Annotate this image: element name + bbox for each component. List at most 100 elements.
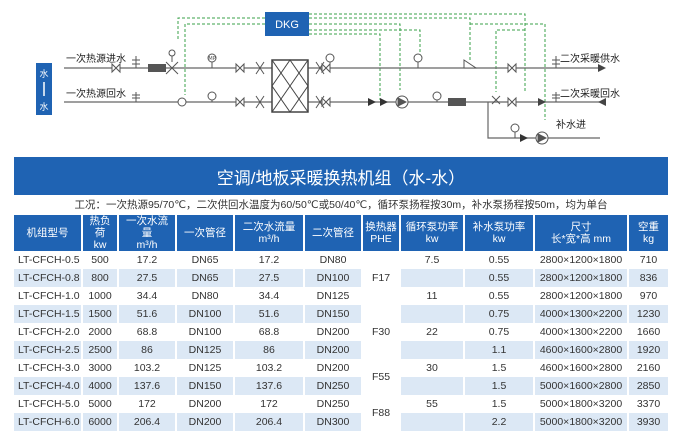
- cell-weight: 2160: [627, 359, 668, 377]
- cell-primary-flow: 86: [117, 341, 176, 359]
- cell-primary-pipe: DN65: [175, 269, 234, 287]
- cell-secondary-pipe: DN80: [303, 251, 362, 269]
- cell-secondary-flow: 27.5: [233, 269, 304, 287]
- cell-heat-load: 1000: [81, 287, 118, 305]
- header-dimensions: 尺寸 长*宽*高 mm: [533, 215, 628, 251]
- cell-primary-pipe: DN80: [175, 287, 234, 305]
- pressure-gauge-icon: [207, 53, 520, 138]
- header-model: 机组型号: [14, 215, 82, 251]
- cell-makeup-pump: 0.55: [463, 251, 534, 269]
- cell-model: LT-CFCH-6.0: [14, 413, 82, 431]
- cell-dimensions: 5000×1800×3200: [533, 413, 628, 431]
- cell-makeup-pump: 2.2: [463, 413, 534, 431]
- operating-conditions: 工况：一次热源95/70℃，二次供回水温度为60/50℃或50/40℃，循环泵扬…: [74, 199, 608, 211]
- cell-weight: 2850: [627, 377, 668, 395]
- cell-primary-pipe: DN200: [175, 413, 234, 431]
- header-weight: 空重 kg: [627, 215, 668, 251]
- cell-heat-load: 500: [81, 251, 118, 269]
- cell-exchanger: F17: [361, 251, 400, 305]
- cell-heat-load: 1500: [81, 305, 118, 323]
- cell-exchanger: F88: [361, 395, 400, 431]
- cell-model: LT-CFCH-4.0: [14, 377, 82, 395]
- header-secondary-pipe: 二次管径: [303, 215, 362, 251]
- cell-primary-flow: 34.4: [117, 287, 176, 305]
- cell-primary-flow: 103.2: [117, 359, 176, 377]
- cell-makeup-pump: 0.55: [463, 269, 534, 287]
- product-title-banner: 空调/地板采暖换热机组（水-水）: [14, 157, 668, 195]
- cell-makeup-pump: 0.75: [463, 323, 534, 341]
- cell-primary-pipe: DN100: [175, 323, 234, 341]
- table-row: LT-CFCH-6.0 6000 206.4 DN200 206.4 DN300…: [14, 413, 668, 431]
- cell-exchanger: F55: [361, 359, 400, 395]
- cell-circulation-pump: 22: [399, 323, 464, 341]
- header-primary-pipe: 一次管径: [175, 215, 234, 251]
- gauge-label: MP: [208, 56, 215, 62]
- header-heat-load: 热负荷 kw: [81, 215, 118, 251]
- check-valve-icon: [368, 98, 528, 142]
- filter-icon: [148, 64, 466, 106]
- header-makeup-pump: 补水泵功率 kw: [463, 215, 534, 251]
- cell-makeup-pump: 0.55: [463, 287, 534, 305]
- table-row: LT-CFCH-1.5 1500 51.6 DN100 51.6 DN150 F…: [14, 305, 668, 359]
- header-exchanger: 换热器 PHE: [361, 215, 400, 251]
- table-row: LT-CFCH-1.0 1000 34.4 DN80 34.4 DN125 11…: [14, 287, 668, 305]
- cell-dimensions: 4600×1600×2800: [533, 341, 628, 359]
- cell-primary-pipe: DN150: [175, 377, 234, 395]
- cell-makeup-pump: 1.5: [463, 395, 534, 413]
- cell-makeup-pump: 1.5: [463, 377, 534, 395]
- cell-secondary-pipe: DN250: [303, 377, 362, 395]
- cell-dimensions: 5000×1800×3200: [533, 395, 628, 413]
- cell-model: LT-CFCH-5.0: [18, 398, 80, 410]
- cell-weight: 710: [627, 251, 668, 269]
- cell-makeup-pump: 0.75: [463, 305, 534, 323]
- arrow-icon: [538, 64, 606, 106]
- cell-model: LT-CFCH-2.5: [14, 341, 82, 359]
- cell-weight: 970: [627, 287, 668, 305]
- table-row: LT-CFCH-0.5 500 17.2 DN65 17.2 DN80 F17 …: [14, 251, 668, 305]
- label-primary-return: 一次热源回水: [66, 87, 126, 100]
- cell-secondary-pipe: DN200: [303, 359, 362, 377]
- cell-dimensions: 2800×1200×1800: [533, 251, 628, 269]
- table-row: LT-CFCH-2.5 2500 86 DN125 86 DN200 1.1 4…: [14, 341, 668, 359]
- cell-weight: 1920: [627, 341, 668, 359]
- cell-circulation-pump: 7.5: [399, 251, 464, 269]
- cell-weight: 3930: [627, 413, 668, 431]
- cell-primary-pipe: DN100: [175, 305, 234, 323]
- cell-secondary-pipe: DN300: [303, 413, 362, 431]
- cell-circulation-pump: [399, 413, 464, 431]
- cell-dimensions: 2800×1200×1800: [533, 287, 628, 305]
- cell-makeup-pump: 1.5: [463, 359, 534, 377]
- cell-model: LT-CFCH-1.5: [14, 305, 82, 323]
- cell-secondary-pipe: DN100: [303, 269, 362, 287]
- table-row: LT-CFCH-3.0 3000 103.2 DN125 103.2 DN200…: [14, 359, 668, 395]
- cell-secondary-pipe: DN200: [303, 323, 362, 341]
- cell-circulation-pump: 55: [399, 395, 464, 413]
- cell-primary-flow: 172: [117, 395, 176, 413]
- cell-heat-load: 4000: [81, 377, 118, 395]
- cell-secondary-flow: 34.4: [233, 287, 304, 305]
- cell-primary-pipe: DN65: [175, 251, 234, 269]
- dkg-controller: [265, 12, 309, 36]
- cell-primary-flow: 206.4: [117, 413, 176, 431]
- table-row: LT-CFCH-0.8 800 27.5 DN65 27.5 DN100 0.5…: [14, 269, 668, 287]
- cell-primary-flow: 17.2: [117, 251, 176, 269]
- heat-exchanger-schematic: 水 水 DKG: [36, 12, 620, 145]
- cell-dimensions: 5000×1600×2800: [533, 377, 628, 395]
- cell-heat-load: 3000: [81, 359, 118, 377]
- control-lines: [177, 13, 546, 120]
- cell-dimensions: 4600×1600×2800: [533, 359, 628, 377]
- cell-exchanger: F30: [361, 305, 400, 359]
- thermometer-icon: [132, 56, 560, 102]
- cell-secondary-flow: 206.4: [233, 413, 304, 431]
- cell-secondary-pipe: DN125: [303, 287, 362, 305]
- cell-model: LT-CFCH-0.8: [14, 269, 82, 287]
- cell-heat-load: 800: [81, 269, 118, 287]
- specification-table: 机组型号 热负荷 kw 一次水流量 m³/h 一次管径 二次水流量 m³/h 二次管径…: [14, 215, 668, 431]
- cell-circulation-pump: [399, 305, 464, 323]
- cell-circulation-pump: 11: [399, 287, 464, 305]
- cell-primary-pipe: DN200: [175, 395, 234, 413]
- header-circulation-pump: 循环泵功率 kw: [399, 215, 464, 251]
- cell-circulation-pump: [399, 341, 464, 359]
- product-title: 空调/地板采暖换热机组（水-水）: [216, 168, 466, 188]
- cell-weight: 3370: [627, 395, 668, 413]
